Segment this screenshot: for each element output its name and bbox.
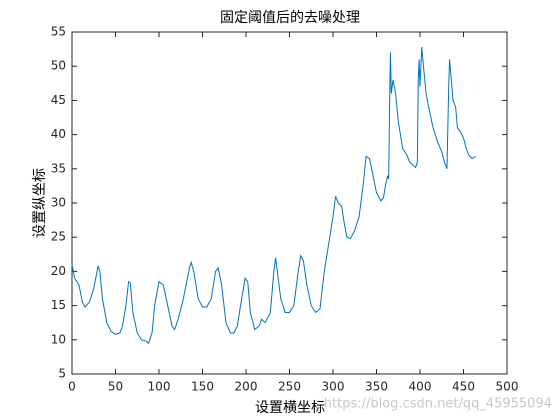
x-tick-label: 500: [496, 380, 519, 394]
y-tick-label: 40: [51, 127, 66, 141]
x-tick-label: 200: [235, 380, 258, 394]
x-tick-label: 350: [365, 380, 388, 394]
x-tick-label: 150: [191, 380, 214, 394]
y-tick-label: 25: [51, 230, 66, 244]
x-tick-label: 50: [108, 380, 123, 394]
y-tick-label: 30: [51, 196, 66, 210]
y-tick-label: 35: [51, 161, 66, 175]
y-tick-label: 20: [51, 264, 66, 278]
y-tick-label: 5: [58, 367, 66, 381]
y-tick-label: 50: [51, 59, 66, 73]
data-line: [71, 47, 476, 345]
x-tick-label: 300: [322, 380, 345, 394]
y-tick-label: 55: [51, 25, 66, 39]
x-tick-label: 450: [452, 380, 475, 394]
x-tick-label: 400: [409, 380, 432, 394]
x-tick-label: 0: [68, 380, 76, 394]
y-axis-label: 设置纵坐标: [32, 168, 48, 238]
x-tick-label: 100: [148, 380, 171, 394]
y-tick-label: 15: [51, 298, 66, 312]
x-axis-label: 设置横坐标: [255, 400, 325, 416]
watermark: https://blog.csdn.net/qq_45955094: [324, 397, 552, 412]
y-tick-label: 45: [51, 93, 66, 107]
plot-area: [72, 32, 507, 374]
x-tick-label: 250: [278, 380, 301, 394]
y-tick-label: 10: [51, 332, 66, 346]
chart-title: 固定阈值后的去噪处理: [220, 10, 360, 26]
axes-box: [71, 31, 508, 375]
